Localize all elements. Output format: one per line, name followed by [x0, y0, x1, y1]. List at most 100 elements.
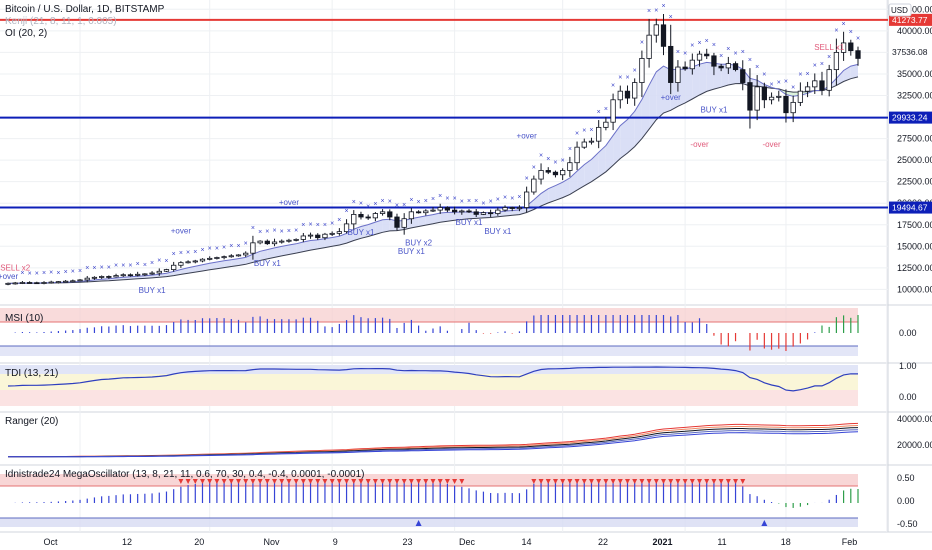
mega-sell-marker: [264, 479, 270, 484]
candle: [214, 257, 220, 259]
time-tick-label: 11: [717, 537, 726, 547]
candle: [840, 42, 847, 53]
signal-label: BUY x1: [347, 228, 375, 237]
cross-marker: ×: [582, 128, 586, 135]
signal-label: +over: [661, 93, 682, 102]
cross-marker: ×: [381, 198, 385, 205]
cross-marker: ×: [272, 228, 276, 235]
candle: [163, 269, 170, 272]
indicator-kenji-label: Kenji (21, 8, 11, 1, 0.005): [5, 16, 117, 27]
cross-marker: ×: [179, 250, 183, 257]
cross-marker: ×: [409, 197, 413, 204]
time-tick-label: 23: [402, 537, 412, 547]
currency-badge[interactable]: USD: [888, 3, 912, 17]
candle: [387, 211, 393, 218]
cloud-segment: [288, 243, 297, 255]
candle: [149, 272, 155, 275]
ranger-band-2: [8, 427, 859, 458]
cross-marker: ×: [208, 245, 212, 252]
candle: [783, 95, 789, 114]
mega-sell-marker: [603, 479, 609, 484]
signal-label: BUY x1: [456, 218, 484, 227]
time-axis[interactable]: Oct 12 20 Nov 9 23 Dec 14 22 2021 11 18 Feb: [43, 537, 857, 547]
mega-sell-marker: [351, 479, 357, 484]
mega-sell-marker: [236, 479, 242, 484]
price-pane[interactable]: × × × × × × × × × × × × × × × × × × × × × × × × × × × × × × × × × × × × × × × ×…: [0, 3, 888, 295]
cross-marker: ×: [172, 251, 176, 258]
ranger-title: Ranger (20): [5, 416, 58, 427]
candle: [444, 207, 451, 211]
candle: [293, 238, 299, 241]
cross-marker: ×: [561, 157, 565, 164]
candle: [610, 99, 616, 123]
indicator-oi-label: OI (20, 2): [5, 28, 47, 39]
cloud-segment: [375, 219, 383, 235]
candle: [560, 170, 566, 176]
indicator-panes[interactable]: [0, 308, 859, 527]
cloud-segment: [166, 271, 174, 277]
cross-marker: ×: [35, 271, 39, 278]
cross-marker: ×: [71, 269, 75, 276]
mega-sell-marker: [387, 479, 393, 484]
candle: [243, 252, 249, 256]
tdi-line: [7, 366, 859, 392]
mega-sell-marker: [560, 479, 566, 484]
cloud-segment: [649, 71, 657, 130]
cloud-segment: [541, 188, 549, 206]
candle: [372, 213, 379, 219]
cross-marker: ×: [690, 43, 694, 50]
cross-marker: ×: [798, 71, 802, 78]
cross-marker: ×: [589, 127, 593, 134]
cloud-segment: [281, 245, 289, 256]
mega-sell-marker: [733, 479, 739, 484]
cross-marker: ×: [618, 75, 622, 82]
mega-sell-marker: [610, 479, 616, 484]
candle: [19, 282, 26, 284]
msi-upper-band: [0, 308, 858, 322]
mega-sell-marker: [682, 479, 688, 484]
mega-sell-marker: [416, 479, 422, 484]
cross-marker: ×: [568, 146, 572, 153]
cross-marker: ×: [366, 204, 370, 211]
signal-label: BUY x1: [398, 247, 426, 256]
candle: [804, 86, 811, 92]
mega-sell-marker: [221, 479, 227, 484]
cross-marker: ×: [661, 3, 665, 10]
cross-marker: ×: [28, 270, 32, 277]
price-tick-label: 42500.00: [897, 4, 932, 14]
candle: [495, 209, 501, 214]
candle: [588, 140, 595, 143]
cloud-segment: [296, 242, 304, 254]
mega-sell-marker: [459, 479, 465, 484]
mega-sell-marker: [250, 479, 256, 484]
mega-sell-marker: [711, 479, 717, 484]
cross-marker: ×: [128, 262, 132, 269]
time-tick-label: Oct: [43, 537, 58, 547]
cloud-segment: [411, 217, 419, 228]
cloud-segment: [548, 185, 556, 203]
tdi-tick-label: 0.00: [899, 392, 917, 402]
price-axis[interactable]: 10000.00 12500.00 15000.00 17500.00 20000.00…: [889, 4, 932, 529]
cloud-segment: [620, 119, 628, 159]
cross-marker: ×: [726, 46, 730, 53]
cloud-segment: [382, 219, 390, 233]
cross-marker: ×: [654, 8, 658, 15]
time-tick-label: 18: [781, 537, 791, 547]
tdi-lower-zone: [0, 390, 858, 406]
mega-sell-marker: [531, 479, 537, 484]
cloud-segment: [224, 259, 232, 268]
cross-marker: ×: [733, 50, 737, 57]
candle: [199, 258, 206, 262]
candle: [732, 63, 739, 71]
price-label: 41273.77: [892, 15, 928, 25]
cross-marker: ×: [445, 195, 449, 202]
cloud-segment: [656, 66, 664, 120]
mega-sell-marker: [199, 479, 205, 484]
mega-sell-marker: [617, 479, 623, 484]
cloud-segment: [195, 264, 203, 273]
candle: [228, 255, 234, 258]
candle: [747, 82, 753, 111]
candle: [430, 209, 436, 212]
candle: [617, 90, 623, 101]
